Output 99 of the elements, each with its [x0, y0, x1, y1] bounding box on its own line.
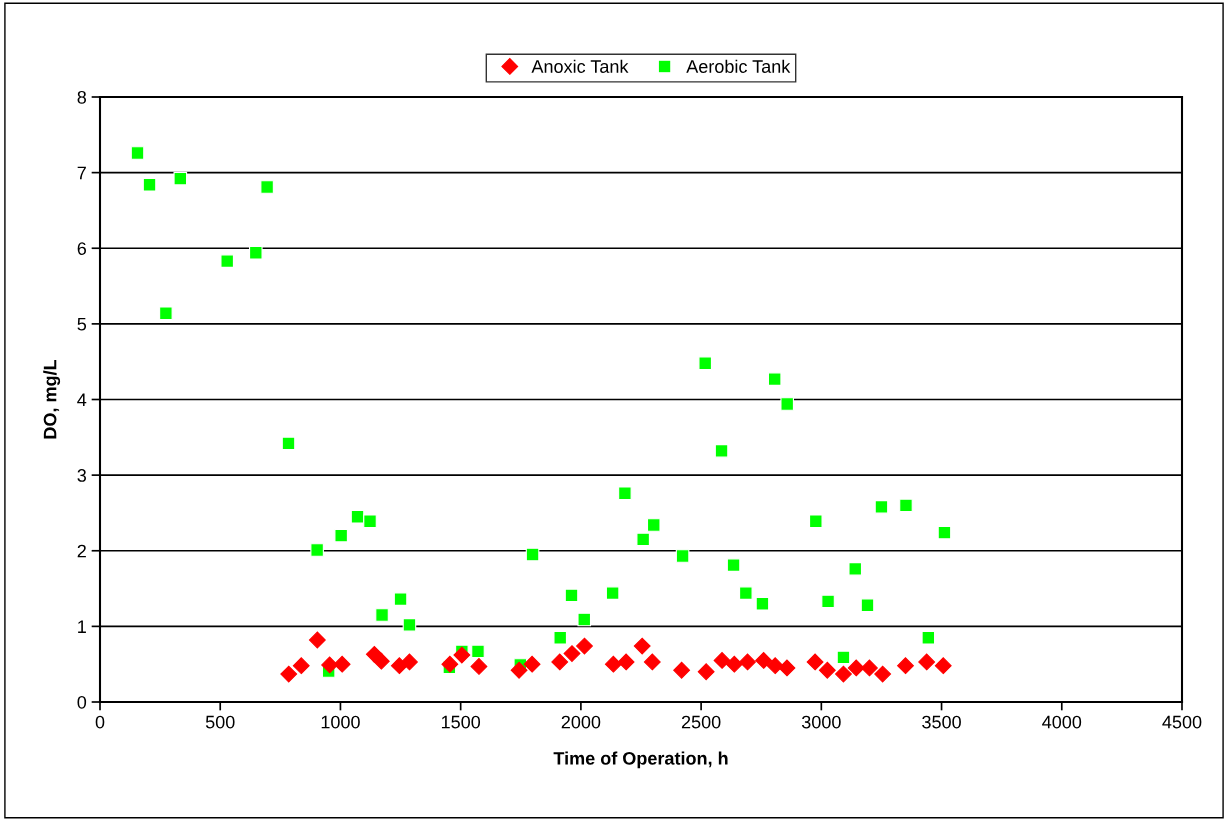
- x-tick-label: 3000: [801, 715, 841, 729]
- point: [934, 657, 952, 675]
- y-tick-label: 0: [77, 695, 87, 709]
- x-tick-label: 1000: [321, 715, 360, 729]
- x-tick-label: 500: [205, 715, 235, 729]
- y-tick-label: 1: [78, 620, 86, 633]
- point: [130, 146, 145, 160]
- point: [577, 612, 592, 627]
- point: [453, 646, 471, 664]
- point: [897, 657, 914, 675]
- y-tick-label: 8: [77, 90, 87, 104]
- y-tick-label: 3: [77, 469, 87, 482]
- point: [848, 562, 863, 576]
- point: [605, 586, 620, 600]
- point: [633, 637, 651, 655]
- point: [441, 655, 459, 673]
- point: [280, 665, 298, 683]
- point: [818, 661, 836, 679]
- point: [780, 397, 794, 411]
- point: [173, 171, 188, 186]
- point: [402, 618, 417, 632]
- x-axis-title: Time of Operation, h: [553, 751, 728, 769]
- point: [861, 659, 878, 677]
- point: [821, 594, 835, 609]
- point: [646, 518, 661, 532]
- legend-label: Aerobic Tank: [686, 59, 791, 73]
- point: [393, 592, 408, 606]
- x-tick-label: 4000: [1042, 715, 1082, 729]
- point: [713, 651, 731, 669]
- y-tick-label: 6: [77, 242, 87, 255]
- point: [142, 177, 157, 192]
- point: [551, 653, 569, 671]
- point: [725, 655, 743, 673]
- point: [835, 665, 852, 683]
- point: [617, 653, 635, 671]
- point: [260, 180, 274, 194]
- point: [618, 486, 632, 501]
- point: [808, 514, 823, 529]
- point: [921, 630, 936, 645]
- point: [874, 500, 889, 514]
- point: [333, 655, 351, 673]
- point: [698, 356, 713, 371]
- point: [576, 637, 593, 655]
- x-tick-label: 0: [95, 715, 105, 729]
- point: [470, 658, 488, 675]
- point: [766, 657, 784, 675]
- point: [675, 549, 690, 563]
- point: [564, 588, 579, 603]
- point: [159, 306, 173, 321]
- point: [918, 653, 936, 671]
- point: [847, 659, 865, 677]
- point: [292, 657, 310, 675]
- point: [604, 655, 622, 673]
- y-tick-label: 5: [77, 318, 87, 331]
- point: [636, 532, 650, 547]
- point: [523, 655, 541, 673]
- point: [899, 498, 913, 513]
- point: [372, 652, 390, 670]
- x-tick-label: 2500: [681, 715, 721, 729]
- point: [553, 630, 568, 645]
- x-tick-label: 3500: [922, 715, 961, 729]
- point: [739, 653, 756, 671]
- y-axis-title: DO, mg/L: [43, 359, 61, 439]
- point: [767, 372, 782, 386]
- point: [860, 598, 875, 613]
- y-tick-label: 4: [77, 393, 87, 407]
- point: [249, 245, 263, 260]
- point: [401, 653, 418, 671]
- point: [334, 528, 348, 543]
- legend-label: Anoxic Tank: [531, 59, 629, 73]
- point: [836, 650, 851, 665]
- point: [375, 608, 389, 622]
- point: [697, 663, 715, 681]
- point: [510, 661, 528, 679]
- x-tick-label: 2000: [561, 715, 601, 729]
- point: [755, 651, 773, 669]
- point: [937, 525, 952, 540]
- point: [281, 436, 296, 451]
- point: [739, 586, 753, 600]
- point: [643, 653, 661, 671]
- point: [525, 547, 540, 562]
- point: [471, 644, 485, 659]
- point: [563, 645, 581, 663]
- x-tick-label: 4500: [1162, 715, 1202, 729]
- point: [755, 596, 770, 611]
- point: [310, 543, 324, 557]
- point: [363, 514, 377, 529]
- point: [714, 444, 729, 458]
- y-tick-label: 7: [77, 166, 86, 180]
- point: [726, 558, 741, 572]
- point: [673, 661, 691, 679]
- point: [874, 665, 892, 683]
- point: [350, 509, 365, 524]
- point: [778, 659, 796, 677]
- x-tick-label: 1500: [441, 715, 481, 729]
- point: [308, 631, 326, 649]
- point: [220, 254, 234, 268]
- point: [806, 653, 824, 671]
- y-tick-label: 2: [77, 544, 86, 558]
